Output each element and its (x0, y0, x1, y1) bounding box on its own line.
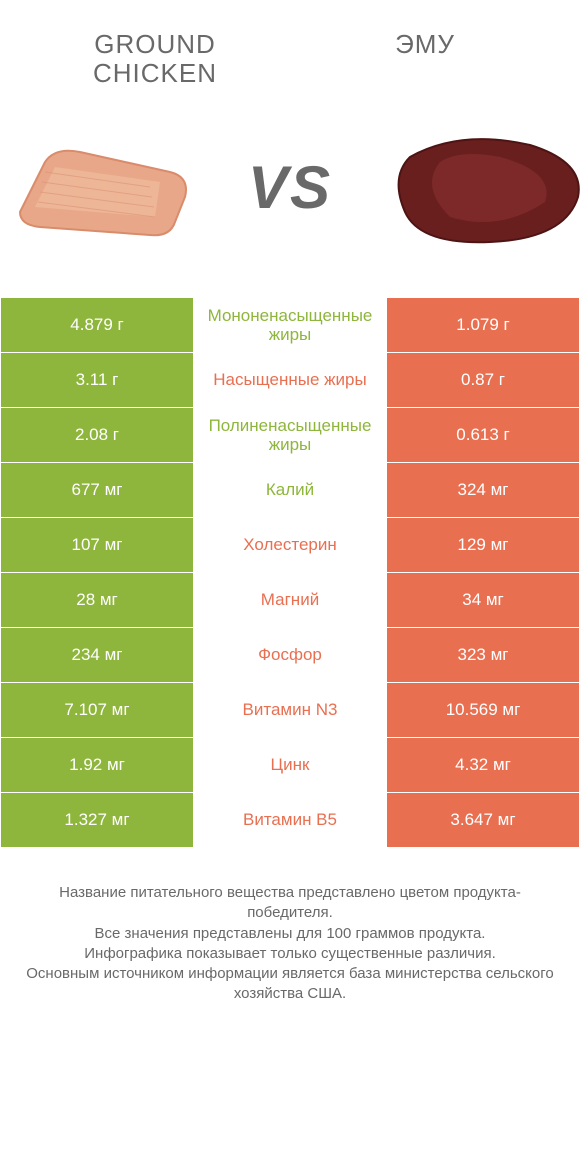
value-right: 129 мг (387, 518, 580, 573)
value-left: 3.11 г (1, 353, 194, 408)
nutrient-label: Магний (194, 573, 387, 628)
table-row: 1.327 мгВитамин B53.647 мг (1, 793, 580, 848)
value-right: 1.079 г (387, 298, 580, 353)
nutrient-label: Цинк (194, 738, 387, 793)
value-left: 1.327 мг (1, 793, 194, 848)
value-left: 107 мг (1, 518, 194, 573)
image-right (380, 117, 580, 257)
value-left: 28 мг (1, 573, 194, 628)
nutrient-label: Калий (194, 463, 387, 518)
value-right: 3.647 мг (387, 793, 580, 848)
table-row: 3.11 гНасыщенные жиры0.87 г (1, 353, 580, 408)
footer-line-3: Инфографика показывает только существенн… (25, 944, 555, 964)
titles-row: GROUND CHICKEN ЭМУ (0, 0, 580, 87)
value-right: 324 мг (387, 463, 580, 518)
value-left: 234 мг (1, 628, 194, 683)
table-row: 7.107 мгВитамин N310.569 мг (1, 683, 580, 738)
comparison-table: 4.879 гМононенасыщенные жиры1.079 г3.11 … (0, 297, 580, 848)
table-row: 1.92 мгЦинк4.32 мг (1, 738, 580, 793)
value-left: 1.92 мг (1, 738, 194, 793)
footer-line-2: Все значения представлены для 100 граммо… (25, 924, 555, 944)
nutrient-label: Витамин N3 (194, 683, 387, 738)
nutrient-label: Витамин B5 (194, 793, 387, 848)
table-row: 234 мгФосфор323 мг (1, 628, 580, 683)
table-row: 28 мгМагний34 мг (1, 573, 580, 628)
value-right: 0.613 г (387, 408, 580, 463)
vs-label: VS (248, 153, 332, 222)
value-right: 0.87 г (387, 353, 580, 408)
footer-line-1: Название питательного вещества представл… (25, 883, 555, 924)
vs-row: VS (0, 87, 580, 297)
value-right: 34 мг (387, 573, 580, 628)
nutrient-label: Насыщенные жиры (194, 353, 387, 408)
title-right: ЭМУ (325, 30, 525, 87)
value-right: 10.569 мг (387, 683, 580, 738)
value-left: 677 мг (1, 463, 194, 518)
table-row: 2.08 гПолиненасыщенные жиры0.613 г (1, 408, 580, 463)
value-left: 4.879 г (1, 298, 194, 353)
footer-notes: Название питательного вещества представл… (0, 848, 580, 1005)
value-right: 323 мг (387, 628, 580, 683)
table-row: 677 мгКалий324 мг (1, 463, 580, 518)
value-left: 7.107 мг (1, 683, 194, 738)
footer-line-4: Основным источником информации является … (25, 964, 555, 1005)
value-right: 4.32 мг (387, 738, 580, 793)
nutrient-label: Холестерин (194, 518, 387, 573)
value-left: 2.08 г (1, 408, 194, 463)
nutrient-label: Мононенасыщенные жиры (194, 298, 387, 353)
table-row: 107 мгХолестерин129 мг (1, 518, 580, 573)
table-row: 4.879 гМононенасыщенные жиры1.079 г (1, 298, 580, 353)
image-left (0, 117, 200, 257)
nutrient-label: Полиненасыщенные жиры (194, 408, 387, 463)
title-left: GROUND CHICKEN (55, 30, 255, 87)
nutrient-label: Фосфор (194, 628, 387, 683)
